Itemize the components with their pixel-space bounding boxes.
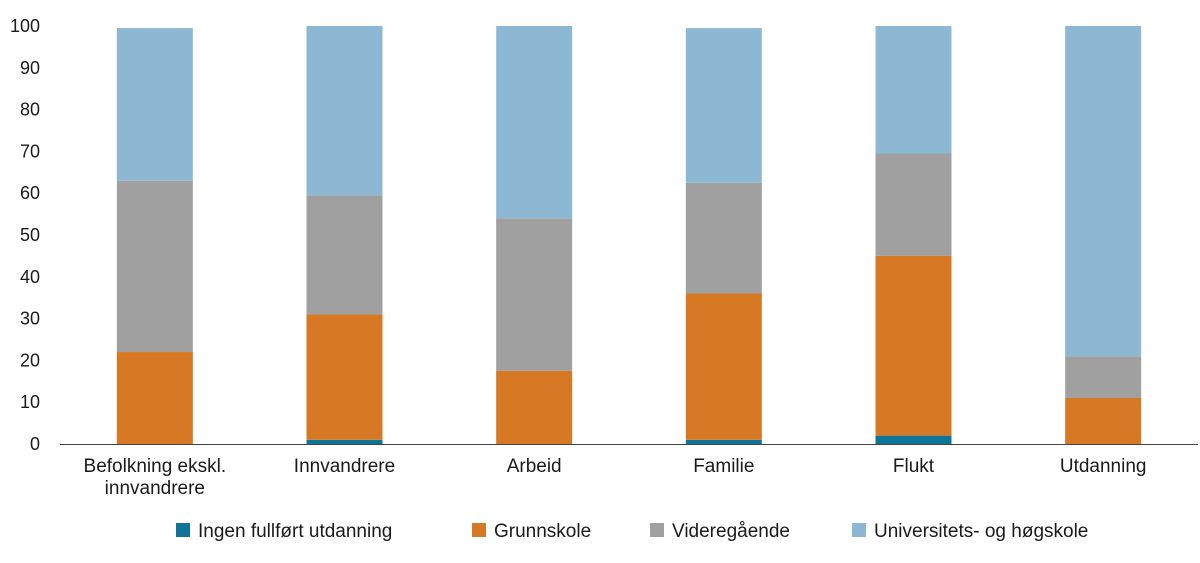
y-tick-label: 60	[20, 183, 40, 203]
bar-segment-2-cat-6	[1065, 398, 1142, 444]
x-category-label-line: Innvandrere	[294, 456, 395, 477]
bar-segment-4-cat-1	[116, 28, 193, 181]
bar-segment-3-cat-2	[306, 195, 383, 315]
x-category-label: Utdanning	[1060, 456, 1147, 477]
x-category-label-line: Arbeid	[507, 456, 562, 477]
legend-label: Universitets- og høgskole	[874, 521, 1088, 542]
legend-swatch	[176, 523, 190, 537]
bar-segment-3-cat-5	[875, 153, 952, 256]
bar-segment-1-cat-4	[685, 439, 762, 444]
bar-segment-2-cat-1	[116, 352, 193, 444]
legend-label: Ingen fullført utdanning	[198, 521, 392, 542]
bar-segment-3-cat-3	[496, 218, 573, 371]
x-axis: Befolkning ekskl. innvandrere Innvandrere A…	[84, 456, 1147, 499]
bar-segment-3-cat-6	[1065, 356, 1142, 399]
x-category-label: Flukt	[893, 456, 935, 477]
y-tick-label: 40	[20, 267, 40, 287]
y-tick-label: 20	[20, 350, 40, 370]
x-category-label-line: Utdanning	[1060, 456, 1147, 477]
y-tick-label: 50	[20, 225, 40, 245]
bar-segment-4-cat-2	[306, 26, 383, 196]
legend-swatch	[852, 523, 866, 537]
bar-segment-4-cat-6	[1065, 26, 1142, 357]
x-category-label-line: Flukt	[893, 456, 935, 477]
bars	[116, 26, 1142, 444]
y-tick-label: 10	[20, 392, 40, 412]
y-axis: 0 10 20 30 40 50 60 70 80 90 100	[10, 16, 40, 454]
legend-swatch	[472, 523, 486, 537]
y-tick-label: 90	[20, 58, 40, 78]
y-tick-label: 100	[10, 16, 40, 36]
legend-label: Videregående	[672, 521, 790, 542]
x-category-label-line: Familie	[693, 456, 754, 477]
legend: Ingen fullført utdanning Grunnskole Videre…	[176, 521, 1088, 542]
bar-segment-2-cat-5	[875, 255, 952, 436]
x-category-label: Innvandrere	[294, 456, 395, 477]
bar-segment-2-cat-2	[306, 314, 383, 440]
y-tick-label: 0	[30, 434, 40, 454]
y-tick-label: 30	[20, 309, 40, 329]
bar-segment-4-cat-3	[496, 26, 573, 219]
legend-label: Grunnskole	[494, 521, 591, 542]
bar-segment-3-cat-4	[685, 182, 762, 294]
bar-segment-2-cat-3	[496, 370, 573, 444]
legend-swatch	[650, 523, 664, 537]
x-category-label: Arbeid	[507, 456, 562, 477]
x-category-label: Befolkning ekskl. innvandrere	[84, 456, 227, 499]
bar-segment-4-cat-5	[875, 26, 952, 154]
x-category-label-line: innvandrere	[105, 478, 205, 499]
x-category-label: Familie	[693, 456, 754, 477]
y-tick-label: 70	[20, 141, 40, 161]
bar-segment-4-cat-4	[685, 28, 762, 183]
bar-segment-1-cat-5	[875, 435, 952, 444]
x-category-label-line: Befolkning ekskl.	[84, 456, 227, 477]
bar-segment-1-cat-2	[306, 439, 383, 444]
y-tick-label: 80	[20, 100, 40, 120]
bar-segment-3-cat-1	[116, 180, 193, 353]
bar-segment-2-cat-4	[685, 293, 762, 440]
